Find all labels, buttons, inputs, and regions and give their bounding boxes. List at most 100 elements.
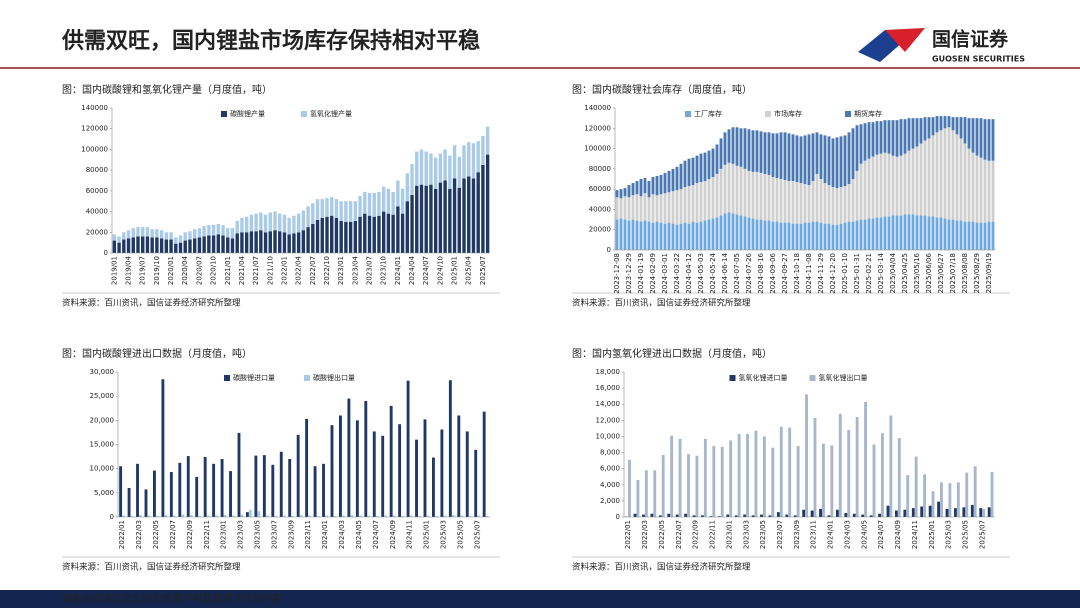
bar bbox=[396, 180, 400, 207]
bar bbox=[759, 131, 763, 173]
bar bbox=[633, 513, 637, 517]
bar bbox=[476, 141, 480, 173]
bar bbox=[663, 223, 667, 250]
bar bbox=[471, 143, 476, 179]
bar bbox=[271, 464, 275, 517]
bar bbox=[811, 181, 815, 222]
bar bbox=[975, 155, 979, 223]
x-tick-label: 2023-12-08 bbox=[613, 253, 621, 294]
bar bbox=[864, 401, 868, 517]
bar bbox=[636, 479, 640, 517]
x-tick-label: 2023/05 bbox=[759, 520, 767, 549]
bar bbox=[899, 155, 903, 216]
bar bbox=[211, 235, 216, 253]
x-tick-label: 2020/10 bbox=[210, 256, 218, 285]
bar bbox=[923, 117, 927, 141]
bar bbox=[330, 197, 334, 216]
bar bbox=[915, 215, 919, 250]
bar bbox=[248, 509, 252, 517]
bar bbox=[169, 239, 173, 253]
bar bbox=[174, 243, 178, 253]
bar bbox=[296, 232, 301, 253]
x-tick-label: 2022/05 bbox=[658, 520, 666, 549]
x-tick-label: 2025/04/25 bbox=[901, 253, 909, 293]
bar bbox=[991, 119, 995, 161]
x-tick-label: 2023/01 bbox=[220, 520, 228, 549]
bar bbox=[747, 170, 751, 218]
bar bbox=[948, 483, 952, 517]
bar bbox=[235, 220, 239, 234]
bar bbox=[372, 216, 376, 253]
bar bbox=[811, 221, 815, 250]
x-tick-label: 2024-09-06 bbox=[769, 252, 777, 293]
bar bbox=[939, 116, 943, 131]
bar bbox=[979, 222, 983, 250]
bar bbox=[174, 237, 178, 244]
bar bbox=[891, 215, 895, 250]
bar bbox=[727, 162, 731, 213]
bar bbox=[375, 516, 379, 517]
bar bbox=[202, 236, 206, 253]
y-tick-label: 0 bbox=[616, 513, 620, 521]
bar bbox=[723, 132, 727, 165]
x-tick-label: 2023/07 bbox=[270, 520, 278, 549]
bar bbox=[979, 118, 983, 158]
bar bbox=[141, 236, 145, 253]
bar bbox=[305, 418, 309, 517]
bar bbox=[726, 514, 730, 517]
bar bbox=[731, 163, 735, 214]
bar bbox=[899, 215, 903, 250]
y-tick-label: 18,000 bbox=[596, 368, 621, 376]
bar bbox=[855, 125, 859, 171]
bar bbox=[851, 128, 855, 179]
bar bbox=[282, 214, 287, 233]
bar bbox=[746, 434, 749, 517]
bar bbox=[410, 195, 414, 253]
bar bbox=[863, 160, 867, 220]
y-tick-label: 0 bbox=[607, 246, 611, 254]
bar bbox=[763, 132, 767, 174]
bar bbox=[651, 194, 655, 223]
bar bbox=[991, 160, 995, 222]
bar bbox=[802, 509, 806, 517]
x-tick-label: 2022/09 bbox=[692, 520, 700, 549]
bar bbox=[197, 237, 202, 253]
bar bbox=[188, 231, 192, 240]
bar bbox=[683, 222, 687, 250]
bar bbox=[136, 227, 140, 237]
bar bbox=[460, 515, 464, 517]
x-tick-label: 2024/04 bbox=[408, 255, 416, 285]
bar bbox=[161, 379, 165, 517]
bar bbox=[211, 225, 216, 236]
bar bbox=[410, 163, 414, 195]
x-tick-label: 2024/03 bbox=[843, 520, 851, 549]
bar bbox=[991, 221, 995, 250]
bar bbox=[692, 515, 696, 517]
bar bbox=[819, 179, 823, 223]
bar bbox=[265, 515, 269, 517]
bar bbox=[703, 152, 707, 182]
y-tick-label: 80000 bbox=[86, 166, 108, 174]
bar bbox=[391, 214, 395, 253]
bar bbox=[635, 181, 639, 195]
bar bbox=[631, 195, 635, 220]
bar bbox=[308, 515, 311, 517]
bar bbox=[202, 226, 206, 237]
bar bbox=[192, 238, 197, 253]
bar bbox=[799, 183, 803, 224]
y-tick-label: 10,000 bbox=[90, 465, 115, 473]
legend-swatch bbox=[845, 111, 851, 117]
x-tick-label: 2024/01 bbox=[321, 520, 329, 549]
bar bbox=[711, 148, 715, 177]
bar bbox=[230, 228, 235, 239]
bar bbox=[324, 515, 328, 517]
bar bbox=[474, 449, 478, 517]
bar bbox=[438, 182, 443, 253]
bar bbox=[699, 221, 703, 250]
bar bbox=[895, 120, 899, 157]
bar bbox=[959, 220, 963, 250]
bar bbox=[119, 466, 123, 517]
bar bbox=[254, 213, 258, 232]
bar bbox=[983, 119, 987, 160]
bar bbox=[751, 130, 755, 172]
